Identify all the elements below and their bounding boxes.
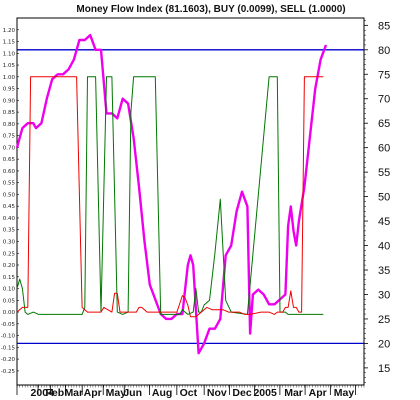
right-axis-tick-label: 35 xyxy=(378,265,390,277)
left-axis-tick-label: 1.15 xyxy=(3,40,16,46)
x-axis-tick-label: May xyxy=(106,387,127,399)
chart-title: Money Flow Index (81.1603), BUY (0.0099)… xyxy=(76,4,345,15)
right-axis-tick-label: 60 xyxy=(378,143,390,155)
left-axis-tick-label: 0.85 xyxy=(3,110,16,116)
left-axis-tick-label: 0.15 xyxy=(3,275,16,281)
left-axis-tick-label: 1.20 xyxy=(3,28,16,34)
right-axis-tick-label: 30 xyxy=(378,289,390,301)
series-line-1 xyxy=(16,76,324,315)
left-axis-tick-label: 1.10 xyxy=(3,51,16,57)
left-axis-tick-label: 1.00 xyxy=(3,75,16,81)
plot-frame xyxy=(16,17,365,386)
left-axis-tick-label: 0.60 xyxy=(3,169,16,175)
x-axis-tick-label: Feb xyxy=(46,387,65,399)
series-line-2 xyxy=(16,76,324,318)
left-axis-tick-label: 0.45 xyxy=(3,204,16,210)
plot-area: -0.25 -0.20 -0.15 -0.10 -0.05 0.00 0.05 0.10 0.1… xyxy=(1,17,390,399)
right-axis-tick-label: 25 xyxy=(378,314,390,326)
left-axis-tick-label: 0.25 xyxy=(3,251,16,257)
right-axis-tick-label: 20 xyxy=(378,338,390,350)
left-axis-tick-label: 0.90 xyxy=(3,98,16,104)
left-axis-tick-label: 0.65 xyxy=(3,157,16,163)
x-axis-tick-label: Nov xyxy=(207,387,227,399)
right-axis-tick-label: 15 xyxy=(378,363,390,375)
left-axis-tick-label: 0.50 xyxy=(3,192,16,198)
right-axis-tick-label: 80 xyxy=(378,45,390,57)
left-axis-tick-label: 0.80 xyxy=(3,122,16,128)
x-axis-tick-label: Mar xyxy=(64,387,83,399)
right-axis-tick-label: 70 xyxy=(378,94,390,106)
left-axis-tick-label: 0.10 xyxy=(3,287,16,293)
right-axis-tick-label: 45 xyxy=(378,216,390,228)
left-axis-tick-label: -0.05 xyxy=(1,322,16,328)
left-axis-tick-label: 0.40 xyxy=(3,216,16,222)
x-axis-tick-label: Apr xyxy=(309,387,327,399)
right-axis-tick-label: 40 xyxy=(378,241,390,253)
left-axis-tick-label: 0.05 xyxy=(3,298,16,304)
left-axis-tick-label: -0.20 xyxy=(1,357,16,363)
left-axis-tick-label: -0.10 xyxy=(1,334,16,340)
right-axis-tick-label: 55 xyxy=(378,167,390,179)
left-axis-tick-label: 0.30 xyxy=(3,239,16,245)
left-axis-tick-label: -0.25 xyxy=(1,369,16,375)
left-axis-tick-label: 1.05 xyxy=(3,63,16,69)
left-axis-tick-label: 0.70 xyxy=(3,145,16,151)
x-axis-tick-label: Mar xyxy=(284,387,303,399)
right-axis-tick-label: 85 xyxy=(378,20,390,32)
left-axis-tick-label: 0.35 xyxy=(3,228,16,234)
series-line-0 xyxy=(15,33,328,355)
x-axis-tick-label: Oct xyxy=(180,387,198,399)
x-axis-tick-label: Aug xyxy=(152,387,172,399)
left-axis-tick-label: 0.55 xyxy=(3,181,16,187)
left-axis-tick-label: 0.95 xyxy=(3,87,16,93)
x-axis-tick-label: 2004 xyxy=(31,387,55,399)
right-axis-tick-label: 65 xyxy=(378,118,390,130)
left-axis-tick-label: -0.15 xyxy=(1,345,16,351)
x-axis-tick-label: Jun xyxy=(123,387,142,399)
right-axis-tick-label: 50 xyxy=(378,192,390,204)
x-axis-tick-label: May xyxy=(334,387,355,399)
x-axis-tick-label: 2005 xyxy=(253,387,277,399)
x-axis-tick-label: Apr xyxy=(84,387,102,399)
left-axis-tick-label: 0.20 xyxy=(3,263,16,269)
left-axis-tick-label: 0.75 xyxy=(3,134,16,140)
left-axis-tick-label: 0.00 xyxy=(3,310,16,316)
x-axis-tick-label: Dec xyxy=(232,387,251,399)
right-axis-tick-label: 75 xyxy=(378,69,390,81)
